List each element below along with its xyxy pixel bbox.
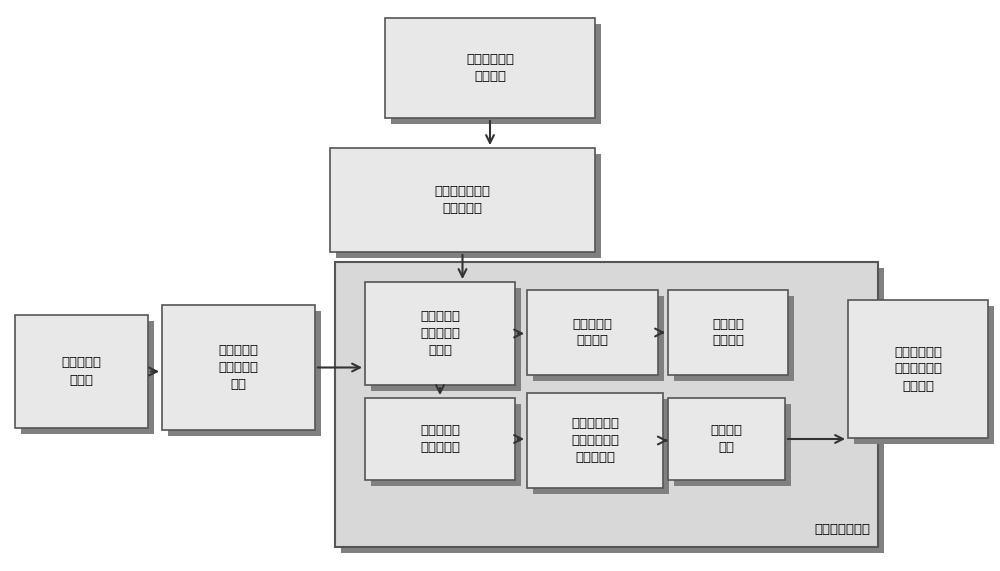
Bar — [527, 290, 658, 375]
Text: 提取停车位对应
的区域模版: 提取停车位对应 的区域模版 — [434, 185, 490, 215]
Bar — [21, 321, 154, 434]
Bar — [533, 399, 669, 494]
Text: 空车位鉴别流程: 空车位鉴别流程 — [814, 522, 870, 536]
Bar — [330, 148, 595, 252]
Bar — [674, 404, 791, 486]
Bar — [848, 300, 988, 438]
Bar — [335, 262, 878, 547]
Bar — [336, 154, 601, 258]
Text: 定时拍摄采
集图像: 定时拍摄采 集图像 — [62, 356, 102, 387]
Text: 过滤太小
的连通块: 过滤太小 的连通块 — [712, 317, 744, 348]
Bar — [365, 398, 515, 480]
Text: 停车位区域定
义及编号: 停车位区域定 义及编号 — [466, 53, 514, 83]
Bar — [674, 296, 794, 381]
Text: 根据模版获
取边缘图像
的区域: 根据模版获 取边缘图像 的区域 — [420, 310, 460, 357]
Bar — [15, 315, 148, 428]
Bar — [533, 296, 664, 381]
Bar — [162, 305, 315, 430]
Bar — [371, 404, 521, 486]
Bar — [668, 290, 788, 375]
Bar — [371, 288, 521, 391]
Bar — [391, 24, 601, 124]
Bar — [341, 268, 884, 553]
Text: 图像边缘检
测及边缘图
获取: 图像边缘检 测及边缘图 获取 — [218, 344, 258, 391]
Text: 获取区域内
的连通块: 获取区域内 的连通块 — [572, 317, 612, 348]
Text: 判断连通块与
模版区域边缘
的连接情况: 判断连通块与 模版区域边缘 的连接情况 — [571, 417, 619, 464]
Bar — [854, 306, 994, 444]
Bar — [385, 18, 595, 118]
Bar — [168, 311, 321, 436]
Bar — [668, 398, 785, 480]
Bar — [365, 282, 515, 385]
Text: 获得车位
状态: 获得车位 状态 — [710, 424, 742, 454]
Text: 记录车位状态
及车辆停放的
起始时间: 记录车位状态 及车辆停放的 起始时间 — [894, 345, 942, 392]
Bar — [527, 393, 663, 488]
Text: 过滤不够饱
和的连通块: 过滤不够饱 和的连通块 — [420, 424, 460, 454]
